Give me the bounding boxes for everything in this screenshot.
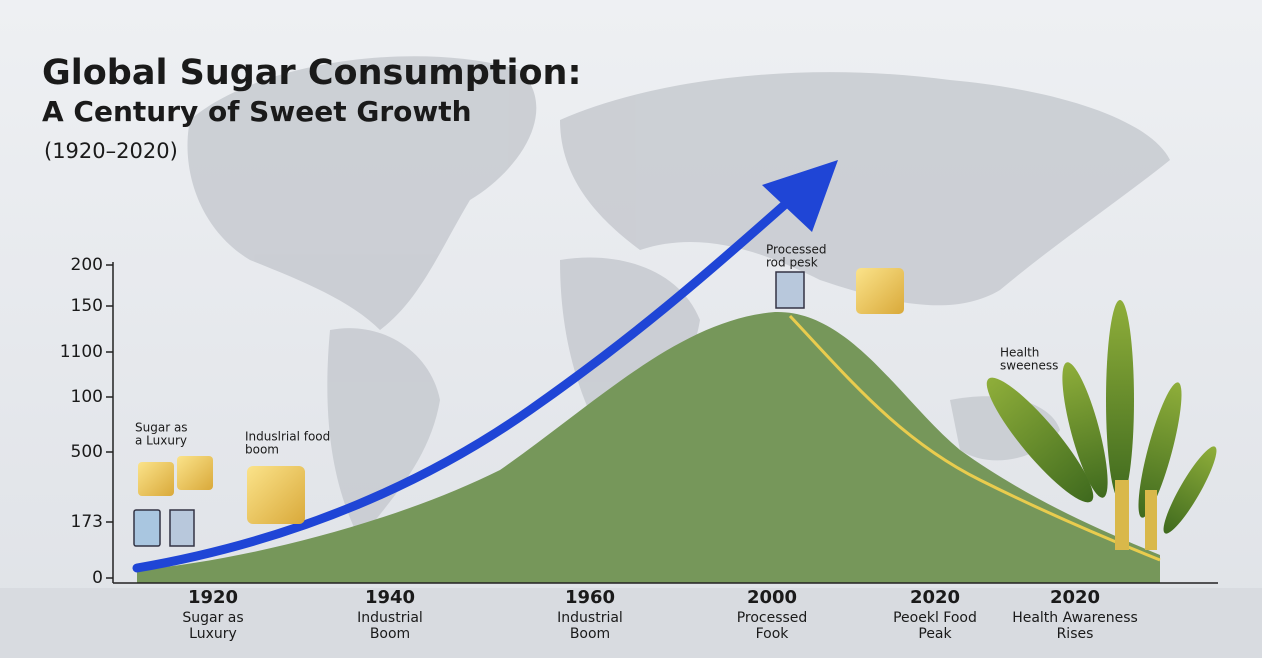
- annotation: Health: [1000, 346, 1039, 360]
- x-caption: Boom: [570, 626, 610, 642]
- x-caption: Processed: [737, 610, 808, 626]
- annotation: Sugar as: [135, 421, 188, 435]
- period: (1920–2020): [44, 139, 178, 163]
- annotation: Processed: [766, 243, 827, 257]
- x-year-label: 1960: [565, 587, 615, 608]
- consumption-area: [137, 311, 1160, 583]
- x-year-label: 2020: [1050, 587, 1100, 608]
- x-caption: Sugar as: [182, 610, 243, 626]
- x-caption: Boom: [370, 626, 410, 642]
- x-caption: Industrial: [557, 610, 623, 626]
- y-axis-label: 500: [71, 442, 103, 462]
- annotation: rod pesk: [766, 256, 818, 270]
- y-axis-label: 150: [71, 296, 103, 316]
- sugarcane: [986, 300, 1217, 550]
- x-caption: Industrial: [357, 610, 423, 626]
- x-year-label: 1940: [365, 587, 415, 608]
- x-caption: Peak: [918, 626, 952, 642]
- x-caption: Fook: [756, 626, 790, 642]
- sugar-cubes: [133, 268, 904, 547]
- y-axis-label: 173: [71, 512, 103, 532]
- glow-trail: [788, 314, 1161, 562]
- x-year-label: 1920: [188, 587, 238, 608]
- x-caption: Peoekl Food: [893, 610, 977, 626]
- subtitle: A Century of Sweet Growth: [42, 95, 472, 128]
- annotation: a Luxury: [135, 434, 187, 448]
- x-year-label: 2020: [910, 587, 960, 608]
- y-axis-label: 1100: [60, 342, 103, 362]
- x-caption: Health Awareness: [1012, 610, 1138, 626]
- y-axis-label: 200: [71, 255, 103, 275]
- annotation: Induslrial food: [245, 430, 330, 444]
- annotation: boom: [245, 443, 279, 457]
- x-caption: Luxury: [189, 626, 237, 642]
- y-axis-label: 100: [71, 387, 103, 407]
- y-axis-label: 0: [92, 568, 103, 588]
- arrow-head: [762, 160, 838, 232]
- title: Global Sugar Consumption:: [42, 53, 581, 93]
- x-caption: Rises: [1057, 626, 1094, 642]
- bottom-band: [0, 588, 1262, 658]
- annotation: sweeness: [1000, 359, 1058, 373]
- x-year-label: 2000: [747, 587, 797, 608]
- world-map: [187, 56, 1170, 540]
- growth-arrow: [132, 195, 795, 573]
